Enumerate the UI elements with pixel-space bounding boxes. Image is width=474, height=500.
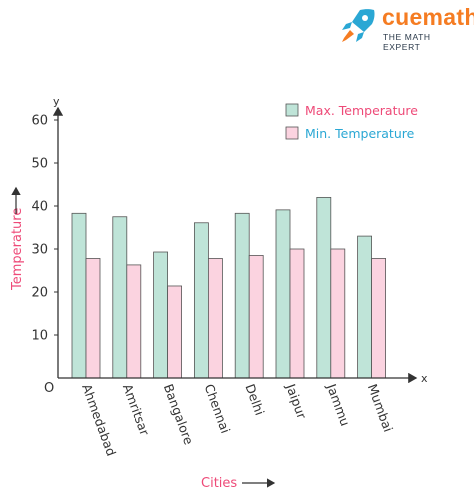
x-category-label-jaipur: Jaipur <box>283 381 310 422</box>
y-tick-label-10: 10 <box>31 329 48 344</box>
y-ticks-group: 10 20 30 40 50 60 <box>31 114 58 344</box>
legend: Max. Temperature Min. Temperature <box>285 103 418 141</box>
rocket-icon <box>342 9 375 42</box>
y-tick-label-30: 30 <box>31 243 48 258</box>
bar-max-bangalore <box>153 251 169 379</box>
bar-min-jammu <box>330 248 346 379</box>
bar-min-delhi <box>248 255 264 379</box>
x-category-label-ahmedabad: Ahmedabad <box>79 382 119 458</box>
x-category-label-delhi: Delhi <box>242 382 267 417</box>
bar-min-bangalore <box>167 285 183 379</box>
legend-label-min: Min. Temperature <box>305 126 415 141</box>
y-tick-label-20: 20 <box>31 286 48 301</box>
x-category-label-mumbai: Mumbai <box>365 382 396 434</box>
x-axis-label: Cities <box>201 476 237 491</box>
x-category-label-jammu: Jammu <box>324 381 353 428</box>
bar-max-ahmedabad <box>71 212 87 379</box>
bar-max-amritsar <box>112 216 128 379</box>
bar-min-amritsar <box>126 264 142 379</box>
bar-max-jaipur <box>275 209 291 379</box>
x-axis-title: Cities <box>201 476 276 491</box>
origin-label: O <box>44 381 54 396</box>
bar-max-delhi <box>234 212 250 379</box>
bar-min-mumbai <box>371 258 387 379</box>
bar-min-chennai <box>207 258 223 379</box>
bar-min-jaipur <box>289 248 305 379</box>
y-tick-label-60: 60 <box>31 114 48 129</box>
bars-group <box>71 196 387 379</box>
brand-tagline: THE MATH EXPERT <box>383 32 431 52</box>
x-axis-letter: x <box>421 372 428 385</box>
legend-label-max: Max. Temperature <box>305 103 418 118</box>
legend-swatch-max <box>285 103 299 117</box>
brand-name: cuemath <box>382 4 474 30</box>
x-category-label-bangalore: Bangalore <box>161 382 197 447</box>
bar-max-mumbai <box>357 235 373 379</box>
y-axis-title: Temperature <box>10 186 25 291</box>
category-labels-group: Ahmedabad Amritsar Bangalore Chennai Delhi Ja… <box>79 381 396 458</box>
bar-max-chennai <box>193 222 209 379</box>
bar-min-ahmedabad <box>85 258 101 379</box>
x-category-label-chennai: Chennai <box>202 382 234 435</box>
x-category-label-amritsar: Amritsar <box>120 382 153 438</box>
y-tick-label-40: 40 <box>31 200 48 215</box>
axes-group: y x O <box>44 95 428 396</box>
legend-swatch-min <box>285 126 299 140</box>
bar-max-jammu <box>316 196 332 379</box>
y-axis-label: Temperature <box>10 208 25 291</box>
cuemath-logo: cuemath THE MATH EXPERT <box>336 4 474 52</box>
y-tick-label-50: 50 <box>31 157 48 172</box>
y-axis-letter: y <box>53 95 60 108</box>
